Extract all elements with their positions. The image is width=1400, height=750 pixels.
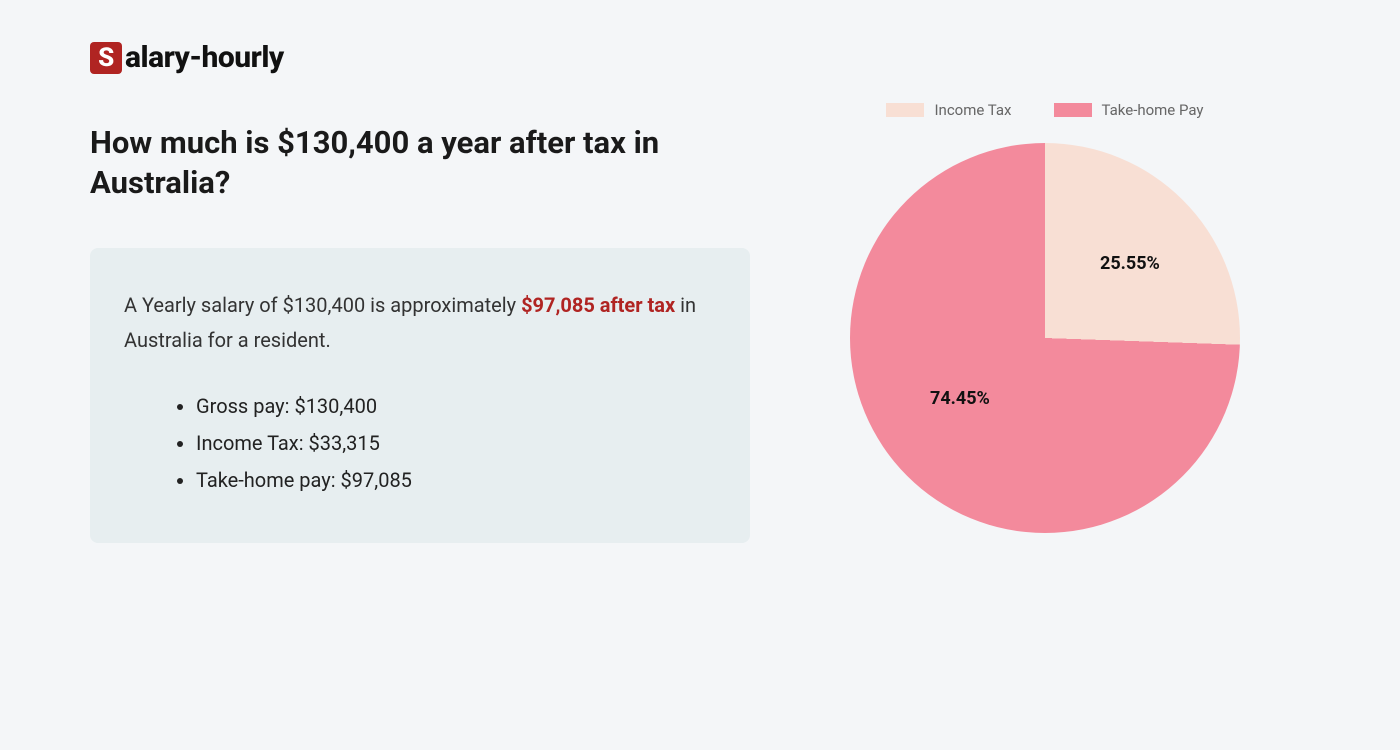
logo-s-badge: S — [90, 42, 122, 74]
list-item: Income Tax: $33,315 — [196, 425, 716, 462]
list-item: Take-home pay: $97,085 — [196, 462, 716, 499]
pie-disc — [850, 143, 1240, 533]
summary-pre: A Yearly salary of $130,400 is approxima… — [124, 293, 521, 317]
summary-list: Gross pay: $130,400 Income Tax: $33,315 … — [124, 388, 716, 499]
pie-slice-label: 25.55% — [1100, 253, 1160, 274]
summary-box: A Yearly salary of $130,400 is approxima… — [90, 248, 750, 543]
legend-swatch — [886, 103, 924, 117]
page-heading: How much is $130,400 a year after tax in… — [90, 123, 750, 204]
logo-text: alary-hourly — [125, 40, 284, 75]
pie-chart: 25.55% 74.45% — [850, 143, 1240, 533]
page-root: Salary-hourly How much is $130,400 a yea… — [0, 0, 1400, 583]
site-logo: Salary-hourly — [90, 40, 1310, 75]
legend-item-take-home: Take-home Pay — [1054, 101, 1204, 119]
content-row: How much is $130,400 a year after tax in… — [90, 123, 1310, 543]
summary-paragraph: A Yearly salary of $130,400 is approxima… — [124, 288, 716, 358]
left-column: How much is $130,400 a year after tax in… — [90, 123, 750, 543]
legend-item-income-tax: Income Tax — [886, 101, 1011, 119]
chart-column: Income Tax Take-home Pay 25.55% 74.45% — [830, 101, 1260, 533]
summary-highlight: $97,085 after tax — [521, 293, 675, 317]
list-item: Gross pay: $130,400 — [196, 388, 716, 425]
legend-label: Take-home Pay — [1102, 101, 1204, 119]
pie-slice-label: 74.45% — [930, 388, 990, 409]
legend-label: Income Tax — [934, 101, 1011, 119]
chart-legend: Income Tax Take-home Pay — [886, 101, 1203, 119]
legend-swatch — [1054, 103, 1092, 117]
